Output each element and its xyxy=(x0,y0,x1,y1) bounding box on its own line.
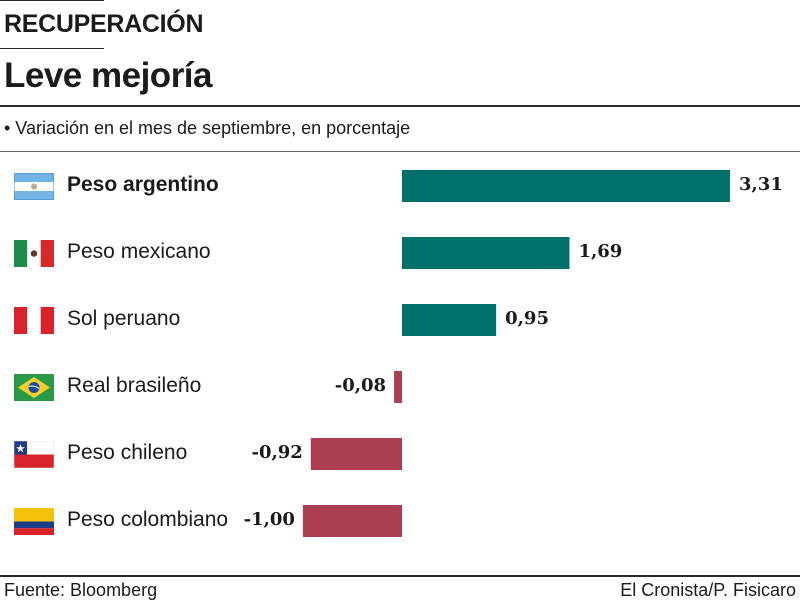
credit-note: El Cronista/P. Fisicaro xyxy=(620,580,796,600)
mexico-flag-icon xyxy=(14,239,54,267)
data-label: 1,69 xyxy=(578,241,623,262)
brazil-flag-icon xyxy=(14,373,54,401)
category-label: Peso argentino xyxy=(67,173,219,196)
kicker: RECUPERACIÓN xyxy=(4,10,204,38)
category-label: Peso chileno xyxy=(67,441,188,464)
bar xyxy=(402,170,731,202)
bar xyxy=(302,505,402,537)
data-label: -1,00 xyxy=(243,509,295,530)
chart-subtitle: • Variación en el mes de septiembre, en … xyxy=(4,118,411,138)
data-label: -0,92 xyxy=(251,442,303,463)
category-label: Peso mexicano xyxy=(67,240,211,263)
argentina-flag-icon xyxy=(13,172,55,200)
title-rule xyxy=(0,105,800,107)
chart-title: Leve mejoría xyxy=(4,56,213,95)
bar xyxy=(310,438,402,470)
data-label: -0,08 xyxy=(334,375,387,396)
source-note: Fuente: Bloomberg xyxy=(4,580,158,600)
subtitle-rule xyxy=(0,151,800,152)
data-label: 0,95 xyxy=(505,308,549,329)
bar xyxy=(394,371,402,403)
top-rule xyxy=(0,0,104,1)
peru-flag-icon xyxy=(14,306,54,334)
chile-flag-icon xyxy=(13,440,55,468)
colombia-flag-icon xyxy=(14,507,54,535)
category-label: Real brasileño xyxy=(67,374,202,397)
kicker-rule xyxy=(0,48,104,49)
bar xyxy=(402,304,497,336)
category-label: Peso colombiano xyxy=(67,508,229,531)
data-label: 3,31 xyxy=(739,174,783,195)
footer-rule xyxy=(0,575,800,577)
bar xyxy=(402,237,570,269)
category-label: Sol peruano xyxy=(67,307,181,330)
